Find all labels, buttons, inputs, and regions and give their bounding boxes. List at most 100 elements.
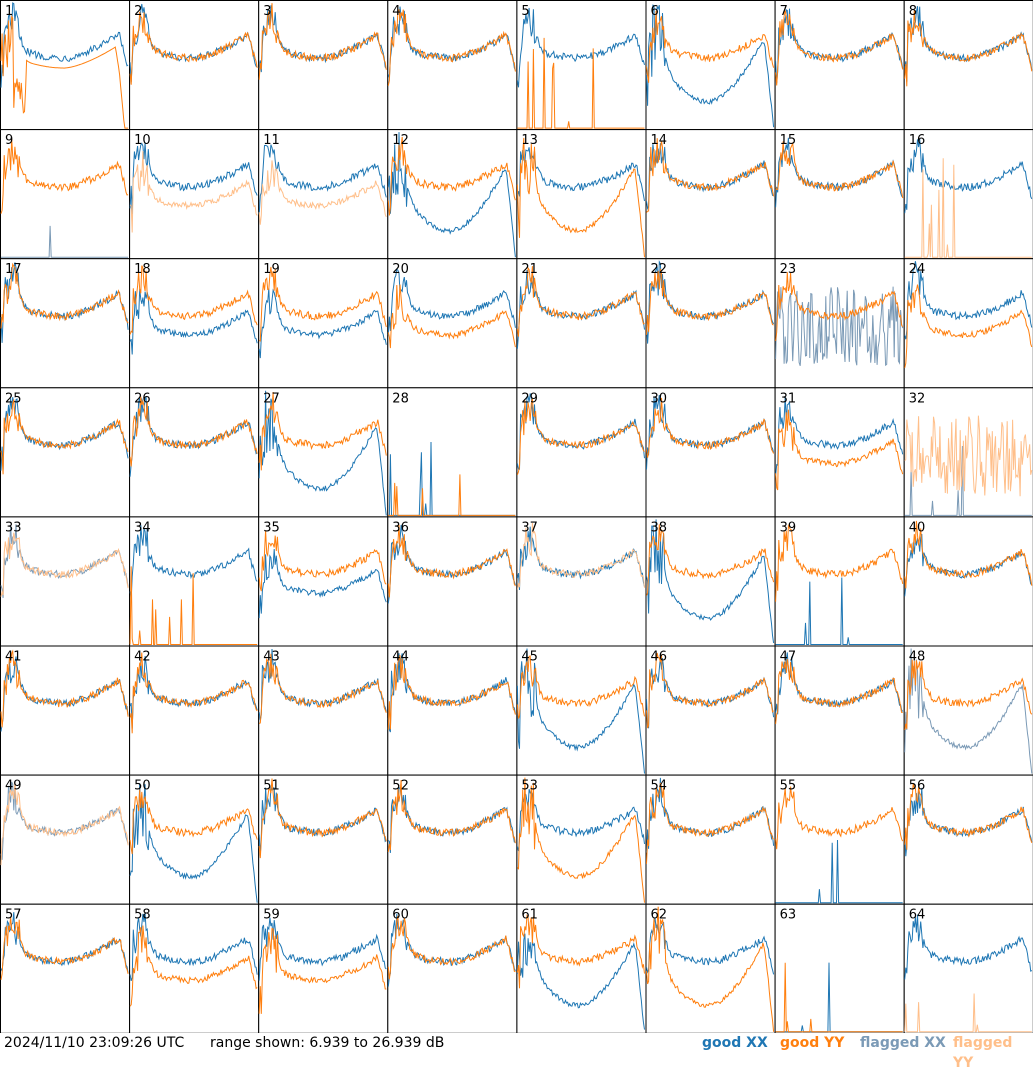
series-yy-1 bbox=[0, 14, 129, 129]
series-yy-27 bbox=[258, 391, 387, 471]
panel-61: 61 bbox=[516, 903, 647, 1033]
panel-number: 45 bbox=[521, 650, 538, 665]
panel-number: 23 bbox=[780, 262, 797, 277]
panel-frame bbox=[129, 645, 260, 776]
series-yy-9 bbox=[0, 138, 129, 214]
panel-62: 62 bbox=[645, 903, 776, 1033]
series-xx-15 bbox=[775, 137, 904, 208]
panel-number: 39 bbox=[780, 520, 797, 535]
panel-11: 11 bbox=[258, 129, 389, 260]
panel-37: 37 bbox=[516, 516, 647, 647]
series-xx-50 bbox=[129, 783, 258, 903]
panel-frame bbox=[129, 387, 260, 518]
panel-number: 60 bbox=[392, 908, 409, 923]
series-yy-50 bbox=[129, 789, 258, 855]
panel-frame bbox=[258, 645, 389, 776]
series-yy-54 bbox=[646, 782, 774, 864]
panel-17: 17 bbox=[0, 258, 131, 389]
panel-frame bbox=[387, 903, 518, 1033]
panel-31: 31 bbox=[774, 387, 905, 518]
series-xx-39 bbox=[775, 577, 903, 645]
panel-frame bbox=[387, 0, 518, 131]
panel-frame bbox=[0, 774, 131, 905]
panel-frame bbox=[516, 903, 647, 1033]
panel-14: 14 bbox=[645, 129, 776, 260]
panel-56: 56 bbox=[903, 774, 1033, 905]
panel-frame bbox=[903, 258, 1033, 389]
panel-28: 28 bbox=[387, 387, 518, 518]
panel-number: 55 bbox=[780, 779, 797, 794]
panel-number: 2 bbox=[134, 4, 142, 19]
panel-59: 59 bbox=[258, 903, 389, 1033]
legend-good-xx: good XX bbox=[702, 1035, 768, 1051]
panel-number: 22 bbox=[651, 262, 668, 277]
panel-number: 48 bbox=[909, 650, 926, 665]
panel-frame bbox=[516, 645, 647, 776]
series-yy-3 bbox=[258, 3, 387, 80]
panel-frame bbox=[645, 903, 776, 1033]
series-yy-37 bbox=[516, 522, 645, 590]
panel-number: 53 bbox=[521, 779, 538, 794]
panel-frame bbox=[516, 0, 647, 131]
panel-frame bbox=[129, 774, 260, 905]
series-yy-51 bbox=[258, 778, 387, 859]
series-yy-16 bbox=[904, 158, 1032, 258]
panel-frame bbox=[774, 129, 905, 260]
panel-frame bbox=[774, 516, 905, 647]
panel-frame bbox=[0, 387, 131, 518]
panel-frame bbox=[516, 774, 647, 905]
panel-52: 52 bbox=[387, 774, 518, 905]
legend-flagged-xx: flagged XX bbox=[860, 1035, 946, 1051]
series-xx-12 bbox=[387, 132, 516, 258]
panel-number: 8 bbox=[909, 4, 917, 19]
series-yy-55 bbox=[775, 786, 904, 850]
panel-26: 26 bbox=[129, 387, 260, 518]
panel-number: 29 bbox=[521, 391, 538, 406]
panel-number: 17 bbox=[5, 262, 22, 277]
panel-number: 20 bbox=[392, 262, 409, 277]
panel-54: 54 bbox=[645, 774, 776, 905]
series-yy-26 bbox=[129, 396, 258, 467]
series-xx-62 bbox=[646, 917, 775, 975]
series-yy-2 bbox=[129, 11, 258, 85]
panel-45: 45 bbox=[516, 645, 647, 776]
panel-number: 10 bbox=[134, 133, 151, 148]
panel-number: 31 bbox=[780, 391, 797, 406]
series-xx-1 bbox=[0, 2, 129, 88]
series-yy-32 bbox=[904, 415, 1033, 497]
panel-number: 51 bbox=[263, 779, 280, 794]
series-yy-58 bbox=[129, 925, 258, 1007]
panel-29: 29 bbox=[516, 387, 647, 518]
legend-flagged-yy: flagged YY bbox=[953, 1035, 1013, 1071]
panel-frame bbox=[258, 0, 389, 131]
series-yy-38 bbox=[646, 524, 775, 596]
panel-number: 28 bbox=[392, 391, 409, 406]
panel-number: 16 bbox=[909, 133, 926, 148]
panel-53: 53 bbox=[516, 774, 647, 905]
panel-frame bbox=[129, 0, 260, 131]
series-yy-5 bbox=[517, 37, 645, 129]
panel-13: 13 bbox=[516, 129, 647, 260]
panel-39: 39 bbox=[774, 516, 905, 647]
panel-frame bbox=[129, 903, 260, 1033]
series-xx-10 bbox=[129, 142, 258, 215]
series-xx-45 bbox=[516, 648, 645, 774]
series-yy-39 bbox=[775, 524, 904, 602]
series-yy-56 bbox=[904, 783, 1033, 850]
panel-frame bbox=[774, 903, 905, 1033]
panel-number: 24 bbox=[909, 262, 926, 277]
series-xx-46 bbox=[646, 657, 775, 729]
panel-frame bbox=[516, 258, 647, 389]
panel-number: 52 bbox=[392, 779, 409, 794]
panel-frame bbox=[774, 774, 905, 905]
series-yy-52 bbox=[387, 780, 516, 852]
panel-number: 62 bbox=[651, 908, 668, 923]
panel-frame bbox=[0, 903, 131, 1033]
series-xx-9 bbox=[1, 225, 129, 258]
series-xx-32 bbox=[904, 445, 1032, 516]
panel-number: 58 bbox=[134, 908, 151, 923]
series-yy-4 bbox=[387, 8, 516, 86]
series-yy-30 bbox=[646, 397, 775, 458]
series-xx-37 bbox=[516, 526, 645, 591]
panel-35: 35 bbox=[258, 516, 389, 647]
